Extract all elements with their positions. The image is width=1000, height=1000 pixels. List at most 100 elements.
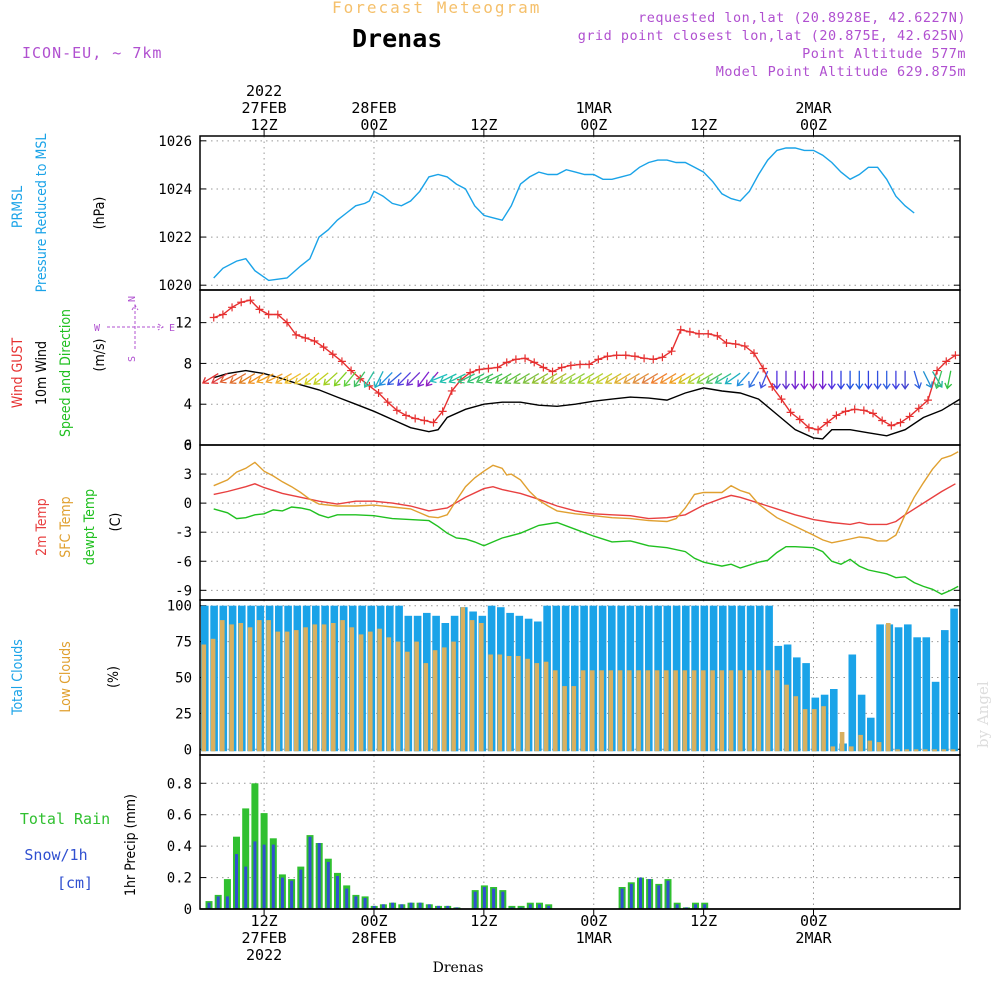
axis-label-temperature-2: dewpt Temp	[82, 489, 98, 565]
total-cloud-bar	[876, 624, 884, 752]
top-time-label: 12Z	[690, 116, 717, 134]
wind-direction-arrow	[933, 370, 943, 390]
axis-label-wind-3: (m/s)	[92, 339, 108, 372]
wind-gust-marker	[429, 418, 438, 427]
wind-direction-arrow	[891, 370, 900, 390]
wind-direction-arrow	[668, 373, 686, 384]
axis-label-wind-1: 10m Wind	[34, 341, 50, 405]
snow-bar	[409, 902, 413, 909]
wind-gust-marker	[841, 407, 850, 416]
wind-direction-arrow	[568, 373, 585, 384]
top-time-label: 00Z	[360, 116, 387, 134]
wind-gust-marker	[804, 423, 813, 432]
wind-direction-arrow	[475, 373, 494, 384]
low-cloud-bar	[257, 620, 262, 752]
wind-direction-arrow	[818, 370, 827, 390]
wind-direction-arrow	[313, 372, 329, 385]
wind-gust-marker	[722, 339, 731, 348]
wind-gust-marker	[383, 398, 392, 407]
wind-gust-marker	[786, 408, 795, 417]
y-tick-label: 12	[175, 316, 192, 332]
low-cloud-bar	[479, 623, 484, 752]
low-cloud-bar	[303, 627, 308, 752]
low-cloud-bar	[331, 623, 336, 752]
bottom-location-label: Drenas	[433, 960, 484, 976]
wind-gust-marker	[621, 351, 630, 360]
wind-gust-marker	[630, 352, 639, 361]
wind-direction-arrow	[846, 370, 855, 390]
wind-direction-arrow	[333, 371, 347, 387]
wind-direction-arrow	[238, 373, 256, 384]
y-tick-label: 0	[184, 496, 192, 512]
y-tick-label: 0.4	[167, 839, 192, 855]
dewpoint-line	[213, 506, 959, 595]
low-cloud-bar	[691, 670, 697, 752]
wind-direction-arrow	[913, 370, 922, 390]
wind-gust-marker	[374, 388, 383, 397]
wind-direction-arrow	[714, 373, 732, 384]
wind-direction-arrow	[650, 373, 668, 384]
low-cloud-bar	[664, 670, 669, 752]
wind-gust-marker	[942, 357, 951, 366]
low-cloud-bar	[451, 641, 456, 752]
wind-direction-arrow	[901, 370, 910, 390]
y-tick-label: 3	[184, 467, 192, 483]
top-time-label: 00Z	[580, 116, 607, 134]
wind-gust-marker	[319, 343, 328, 352]
wind-direction-arrow	[378, 371, 393, 387]
snow-bar	[620, 888, 624, 909]
wind-gust-marker	[896, 418, 905, 427]
snow-bar	[629, 883, 633, 909]
snow-bar	[538, 904, 541, 909]
bottom-time-label: 1MAR	[576, 929, 613, 947]
snow-bar	[345, 888, 349, 909]
precip-legend-cm: [cm]	[57, 874, 93, 892]
wind-gust-marker	[466, 368, 475, 377]
bottom-time-label: 28FEB	[351, 929, 396, 947]
top-time-label: 00Z	[800, 116, 827, 134]
wind-gust-line	[213, 299, 956, 431]
low-cloud-bar	[377, 628, 382, 752]
low-cloud-bar	[543, 661, 549, 752]
total-cloud-bar	[913, 637, 921, 752]
wind-gust-marker	[759, 364, 768, 373]
axis-label-clouds-1: Low Clouds	[58, 641, 74, 712]
wind-direction-arrow	[304, 372, 320, 385]
panel-clouds: 0 25 50 75 100	[167, 599, 960, 758]
wind-direction-arrow	[855, 370, 864, 390]
low-cloud-bar	[654, 670, 660, 752]
low-cloud-bar	[405, 651, 410, 752]
low-cloud-bar	[784, 684, 789, 752]
wind-direction-arrow	[201, 373, 219, 384]
panel-border-temperature	[199, 444, 961, 601]
wind-gust-marker	[749, 349, 758, 358]
snow-bar	[427, 904, 431, 909]
model-point-altitude: Model Point Altitude 629.875m	[715, 64, 966, 80]
snow-bar	[391, 902, 395, 909]
axis-label-pressure-0: PRMSL	[10, 186, 26, 228]
low-cloud-bar	[525, 658, 530, 752]
low-cloud-bar	[442, 647, 447, 752]
low-cloud-bar	[534, 663, 540, 752]
wind-gust-marker	[237, 298, 246, 307]
low-cloud-bar	[580, 670, 586, 752]
wind-direction-arrow	[265, 373, 283, 384]
top-time-label: 2022	[246, 82, 282, 100]
wind-gust-marker	[823, 418, 832, 427]
low-cloud-bar	[682, 670, 688, 752]
total-cloud-bar	[857, 694, 866, 752]
wind-direction-arrow	[417, 371, 430, 388]
y-tick-label: 1022	[158, 230, 192, 246]
snow-bar	[308, 836, 312, 909]
low-cloud-bar	[710, 670, 715, 752]
wind-direction-arrow	[922, 371, 933, 389]
wind-direction-arrow	[429, 373, 448, 384]
compass-east: E	[169, 323, 175, 334]
low-cloud-bar	[941, 749, 947, 752]
wind-gust-marker	[282, 318, 291, 327]
top-time-label: 2MAR	[795, 99, 832, 117]
total-cloud-bar	[941, 630, 949, 752]
wind-direction-arrow	[531, 373, 549, 384]
wind-gust-marker	[576, 360, 584, 369]
low-cloud-bar	[284, 631, 290, 752]
